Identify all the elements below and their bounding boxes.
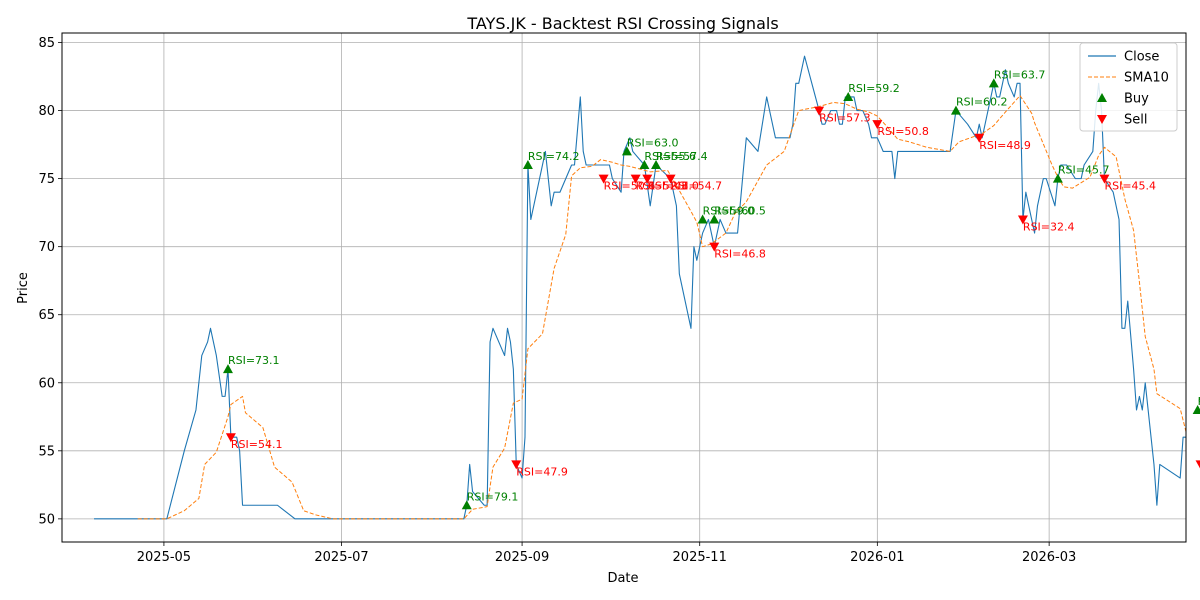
sell-signal-marker: [511, 460, 522, 470]
buy-signal-marker: [1192, 404, 1200, 414]
legend-buy-swatch: [1097, 93, 1107, 102]
y-tick-label: 80: [38, 104, 55, 119]
x-axis: 2025-05 2025-07 2025-09 2025-11 2026-01 2026-…: [137, 542, 1076, 565]
buy-signal-label: RSI=74.2: [528, 150, 580, 163]
x-tick-label: 2025-07: [314, 550, 368, 565]
sell-signal-marker: [642, 174, 653, 184]
y-tick-label: 55: [38, 444, 55, 459]
sell-signal-marker: [974, 133, 985, 143]
sell-signal-marker: [1195, 460, 1200, 469]
y-tick-label: 75: [38, 172, 55, 187]
buy-signal-marker: [651, 160, 662, 170]
sell-signal-label: RSI=46.8: [714, 248, 766, 261]
sell-signal-marker: [665, 174, 676, 184]
y-axis: 50 55 60 65 70 75 80 85: [38, 36, 62, 527]
sell-signal-label: RSI=57.3: [819, 112, 871, 125]
y-tick-label: 50: [38, 512, 55, 527]
sell-signal-marker: [630, 174, 641, 184]
close-series-line: [94, 55, 1186, 520]
buy-signal-marker: [461, 500, 472, 510]
buy-signal-marker: [697, 214, 708, 224]
buy-signal-label: RSI=45.7: [1058, 164, 1110, 177]
x-axis-title: Date: [607, 571, 638, 586]
buy-signal-label: RSI=57.4: [656, 150, 708, 163]
legend-sell-swatch: [1097, 115, 1107, 124]
legend-sell-label: Sell: [1124, 113, 1147, 128]
sell-signal-marker: [598, 174, 609, 184]
buy-signal-marker: [621, 146, 632, 156]
buy-signal-label: RSI=39.9: [1198, 395, 1200, 408]
x-tick-label: 2025-11: [673, 550, 727, 565]
buy-signal-label: RSI=63.7: [994, 68, 1046, 81]
y-tick-label: 85: [38, 36, 55, 51]
buy-signal-marker: [709, 214, 720, 224]
legend-close-label: Close: [1124, 50, 1159, 65]
sell-signal-label: RSI=54.1: [231, 438, 283, 451]
buy-signal-label: RSI=63.0: [627, 136, 679, 149]
buy-signal-marker: [950, 105, 961, 115]
sell-signal-label: RSI=52.3: [636, 180, 688, 193]
buy-signal-marker: [222, 364, 233, 374]
chart-title: TAYS.JK - Backtest RSI Crossing Signals: [466, 14, 778, 33]
buy-signal-marker: [1052, 173, 1063, 183]
sell-signal-label: RSI=50.6: [604, 180, 656, 193]
y-tick-label: 70: [38, 240, 55, 255]
buy-signal-label: RSI=60.2: [956, 96, 1008, 109]
sell-signal-label: RSI=45.4: [1104, 180, 1156, 193]
buy-signal-label: RSI=79.1: [467, 490, 519, 503]
sell-signal-label: RSI=48.9: [979, 139, 1031, 152]
x-tick-label: 2026-03: [1022, 550, 1076, 565]
sell-signal-marker: [814, 106, 825, 116]
x-tick-label: 2025-05: [137, 550, 191, 565]
sell-signal-marker: [225, 433, 236, 443]
plot-frame: [61, 32, 1187, 543]
sell-signal-marker: [709, 242, 720, 252]
buy-signal-marker: [843, 91, 854, 101]
legend-buy-label: Buy: [1124, 92, 1149, 107]
signal-markers: [222, 78, 1200, 510]
sell-signal-label: RSI=32.4: [1023, 220, 1075, 233]
buy-signal-label: RSI=59.0: [703, 204, 755, 217]
buy-signal-label: RSI=55.6: [644, 150, 696, 163]
legend-box: [1079, 42, 1178, 132]
sell-signal-label: RSI=50.8: [877, 125, 929, 138]
sell-signal-label: RSI=54.7: [671, 180, 723, 193]
y-axis-title: Price: [16, 272, 31, 304]
x-tick-label: 2026-01: [850, 550, 904, 565]
y-tick-label: 65: [38, 308, 55, 323]
buy-signal-label: RSI=59.2: [848, 82, 900, 95]
buy-signal-marker: [522, 160, 533, 170]
buy-signal-label: RSI=60.5: [714, 204, 766, 217]
plot-area: [94, 55, 1186, 520]
sell-signal-marker: [872, 120, 883, 130]
sell-signal-label: RSI=47.9: [516, 465, 568, 478]
signal-annotations: RSI=73.1 RSI=54.1 RSI=79.1 RSI=47.9 RSI=74.2…: [228, 68, 1200, 503]
legend: Close SMA10 Buy Sell: [1079, 42, 1178, 132]
buy-signal-marker: [988, 78, 999, 88]
sma-series-line: [137, 95, 1186, 520]
buy-signal-label: RSI=73.1: [228, 354, 280, 367]
grid: [62, 33, 1186, 542]
sell-signal-marker: [1099, 174, 1110, 184]
sell-signal-label: RSI=48.0: [647, 180, 699, 193]
sell-signal-marker: [1017, 215, 1028, 225]
legend-sma-label: SMA10: [1124, 71, 1169, 86]
x-tick-label: 2025-09: [495, 550, 549, 565]
buy-signal-marker: [639, 160, 650, 170]
y-tick-label: 60: [38, 376, 55, 391]
